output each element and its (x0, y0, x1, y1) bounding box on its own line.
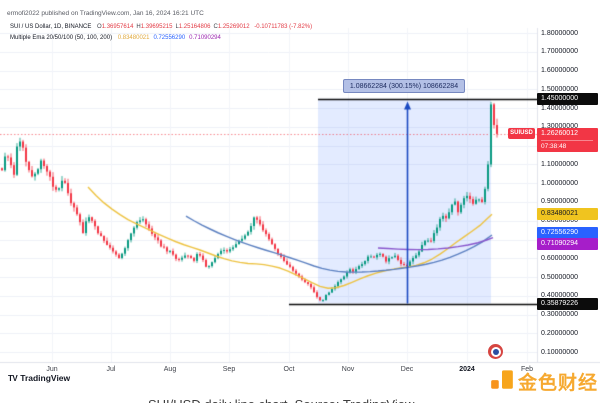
measure-tool-label: 1.08662284 (300.15%) 108662284 (343, 79, 465, 93)
price-tag-ema200-value: 0.71090294 (537, 238, 598, 250)
jinse-logo-icon (489, 366, 515, 397)
y-axis-label: 1.60000000 (541, 67, 578, 75)
indicator-value-2: 0.71090294 (189, 35, 221, 41)
seal-badge (488, 344, 503, 359)
y-axis-label: 1.10000000 (541, 160, 578, 168)
price-change: -0.10711783 (-7.82%) (254, 24, 313, 30)
bar-countdown: 07:38:48 (541, 140, 593, 152)
x-axis-label-nov: Nov (341, 366, 355, 373)
indicator-values: 0.83480021 0.72556290 0.71090294 (114, 35, 221, 41)
y-axis-label: 0.40000000 (541, 292, 578, 300)
tradingview-logo-icon: TV (8, 373, 18, 383)
x-axis-label-aug: Aug (163, 366, 177, 373)
tradingview-attribution[interactable]: TV TradingView (8, 373, 70, 383)
indicator-value-1: 0.72556290 (153, 35, 186, 41)
price-tag-lower-level: 0.35879226 (537, 297, 598, 310)
seal-inner-ring (490, 346, 501, 357)
ohlc-h: H1.39695215 (136, 24, 173, 30)
ohlc-values: O1.36957614 H1.39695215 L1.25164806 C1.2526… (97, 24, 253, 30)
ohlc-o: O1.36957614 (97, 24, 134, 30)
y-axis-label: 1.70000000 (541, 48, 578, 56)
y-axis-label: 1.80000000 (541, 29, 578, 37)
x-axis-label-sep: Sep (222, 366, 236, 373)
y-axis-label: 1.00000000 (541, 179, 578, 187)
y-axis-label: 1.50000000 (541, 85, 578, 93)
y-axis-label: 1.40000000 (541, 104, 578, 112)
jinse-brand-text: 金色财经 (517, 373, 598, 394)
symbol-tag: SUIUSD (508, 128, 535, 139)
y-axis-label: 0.60000000 (541, 254, 578, 262)
symbol-title[interactable]: SUI / US Dollar, 1D, BINANCE (10, 24, 92, 30)
x-axis-label-2024: 2024 (459, 366, 475, 373)
x-axis-label-oct: Oct (283, 366, 295, 373)
price-tag-upper-level: 1.45000000 (537, 92, 598, 105)
last-price-value: 1.26260012 (541, 130, 578, 137)
ohlc-c: C1.25269012 (213, 24, 250, 30)
caption-cutoff: SUI/USD daily line chart. Source: Tradin… (148, 397, 414, 403)
indicator-label[interactable]: Multiple Ema 20/50/100 (50, 100, 200) (10, 35, 113, 41)
y-axis-label: 0.90000000 (541, 198, 578, 206)
indicator-value-0: 0.83480021 (117, 35, 150, 41)
y-axis-label: 0.30000000 (541, 311, 578, 319)
tradingview-logo-text: TradingView (20, 373, 71, 383)
last-price-tag: 1.26260012 07:38:48 (537, 128, 598, 152)
symbol-info-row: SUI / US Dollar, 1D, BINANCE O1.36957614… (10, 24, 312, 30)
x-axis-label-jul: Jul (106, 366, 116, 373)
x-axis-label-feb: Feb (520, 366, 534, 373)
y-axis-label: 1.30000000 (541, 123, 578, 131)
y-axis-label: 0.20000000 (541, 329, 578, 337)
x-axis-label-dec: Dec (400, 366, 414, 373)
y-axis-label: 0.80000000 (541, 217, 578, 225)
jinse-watermark: 金色财经 (489, 366, 598, 397)
y-axis-label: 0.10000000 (541, 348, 578, 356)
price-tag-ema20-value: 0.83480021 (537, 208, 598, 221)
published-byline: ermofi2022 published on TradingView.com,… (7, 10, 204, 17)
price-tag-ema50-value: 0.72556290 (537, 227, 598, 239)
y-axis-label: 0.50000000 (541, 273, 578, 281)
ohlc-l: L1.25164806 (175, 24, 211, 30)
indicator-row: Multiple Ema 20/50/100 (50, 100, 200) 0.… (10, 35, 221, 41)
seal-core (492, 348, 499, 355)
x-axis-label-jun: Jun (46, 366, 58, 373)
